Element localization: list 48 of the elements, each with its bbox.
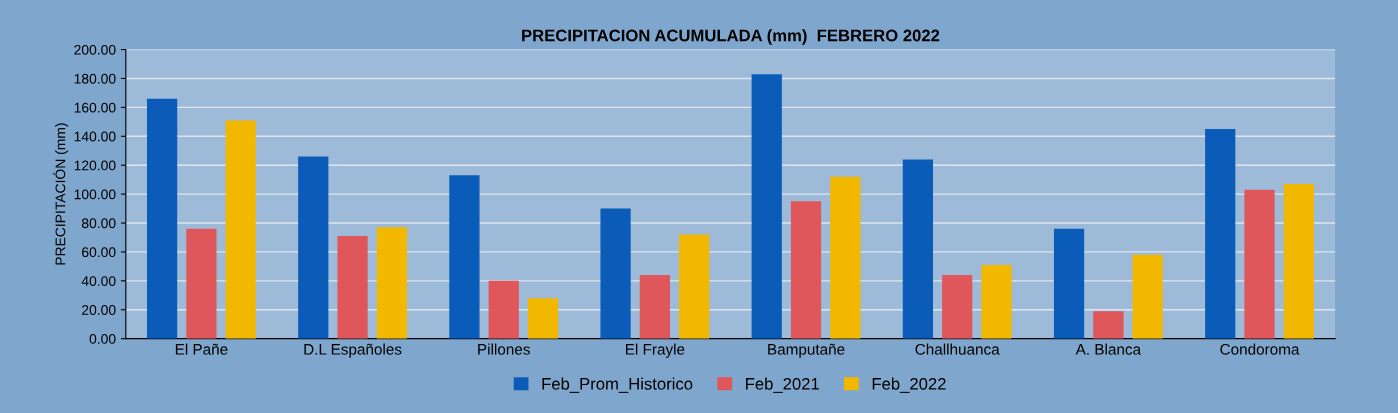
bar	[146, 98, 178, 339]
y-tick-label: 20.00	[82, 305, 116, 315]
bar	[902, 159, 934, 339]
x-tick-label: Challhuanca	[915, 343, 1000, 355]
bar	[639, 275, 670, 339]
bar	[679, 234, 710, 339]
bar	[600, 208, 631, 339]
bar	[751, 74, 782, 339]
x-tick-label: Bamputañe	[768, 343, 845, 358]
bar	[1093, 311, 1124, 339]
bar	[1053, 228, 1085, 339]
x-tick-label: Pillones	[478, 343, 530, 355]
y-tick-label: 160.00	[74, 102, 116, 113]
y-tick-label: 100.00	[74, 189, 116, 200]
bar	[1132, 254, 1163, 339]
bar	[225, 120, 256, 339]
bar	[790, 201, 822, 339]
y-tick-label: 60.00	[82, 247, 116, 258]
x-tick-label: El Frayle	[625, 343, 685, 358]
bar	[830, 176, 861, 339]
y-tick-label: 0.00	[89, 333, 116, 344]
legend-label: Feb_2021	[746, 377, 819, 393]
y-tick-label: 180.00	[74, 73, 116, 84]
bar	[186, 228, 217, 339]
chart-title: PRECIPITACION ACUMULADA (mm) FEBRERO 2022	[522, 29, 940, 45]
bar	[337, 236, 368, 339]
bar	[1205, 129, 1236, 339]
bar	[488, 280, 519, 339]
y-tick-label: 40.00	[81, 276, 116, 287]
x-tick-label: Condoroma	[1220, 343, 1300, 355]
bar	[981, 264, 1012, 339]
x-tick-label: El Pañe	[175, 343, 228, 355]
y-tick-label: 80.00	[81, 218, 116, 229]
y-tick-label: 200.00	[74, 44, 116, 55]
legend-label: Feb_2022	[872, 377, 946, 393]
bar	[1244, 189, 1275, 339]
y-tick-label: 120.00	[74, 160, 116, 171]
bar	[1283, 183, 1314, 339]
y-axis-title: PRECIPITACIÓN (mm)	[53, 123, 69, 265]
x-tick-label: D.L Españoles	[304, 343, 402, 358]
bar	[376, 227, 407, 339]
y-tick-label: 140.00	[74, 131, 116, 142]
bar	[298, 156, 329, 339]
bar	[449, 175, 480, 339]
x-tick-label: A. Blanca	[1075, 343, 1142, 355]
bar	[527, 298, 559, 339]
legend-label: Feb_Prom_Historico	[542, 377, 693, 393]
bar	[942, 275, 973, 339]
